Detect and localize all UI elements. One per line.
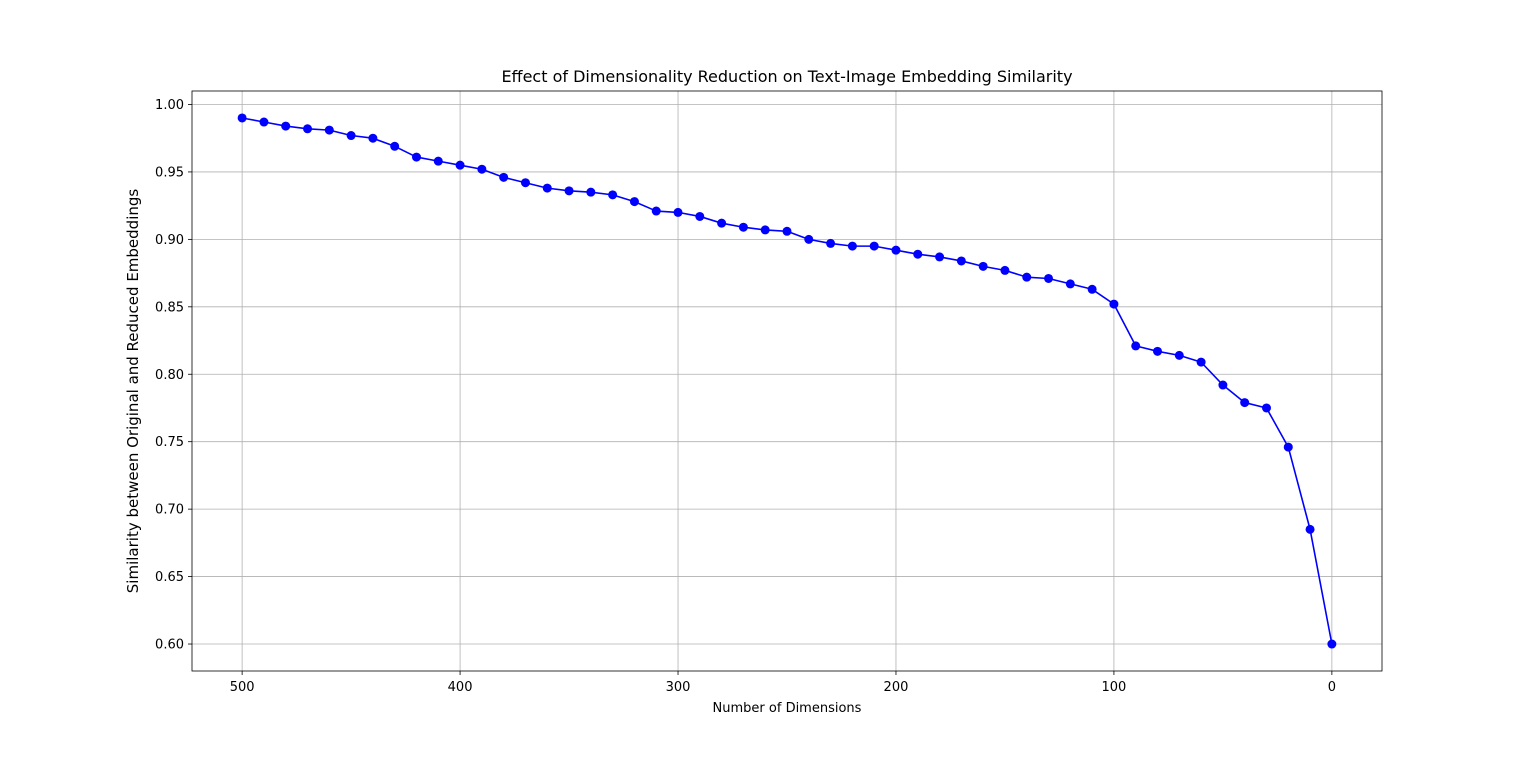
data-point <box>1261 403 1271 413</box>
y-tick-label: 0.70 <box>155 503 184 518</box>
data-point <box>804 234 814 244</box>
data-point <box>1022 272 1032 282</box>
y-tick-label: 0.65 <box>155 570 184 585</box>
x-tick-label: 200 <box>884 680 909 695</box>
data-point <box>651 206 661 216</box>
data-point <box>1240 398 1250 408</box>
series-line <box>241 117 1333 645</box>
data-point <box>237 113 247 123</box>
y-tick-label: 0.85 <box>155 300 184 315</box>
data-point <box>1044 273 1054 283</box>
y-tick-label: 0.75 <box>155 435 184 450</box>
data-point <box>433 156 443 166</box>
data-point <box>346 131 356 141</box>
data-point <box>1174 350 1184 360</box>
data-point <box>586 187 596 197</box>
y-tick-label: 1.00 <box>155 98 184 113</box>
x-tick-label: 500 <box>230 680 255 695</box>
data-point <box>1196 357 1206 367</box>
data-point <box>411 152 421 162</box>
data-point <box>1087 284 1097 294</box>
chart-title: Effect of Dimensionality Reduction on Te… <box>501 67 1072 86</box>
data-point <box>520 178 530 188</box>
data-point <box>1218 380 1228 390</box>
data-point <box>368 133 378 143</box>
data-point <box>978 261 988 271</box>
axes-frame <box>191 90 1383 672</box>
data-point <box>324 125 334 135</box>
data-point <box>1327 639 1337 649</box>
data-point <box>935 252 945 262</box>
data-point <box>782 226 792 236</box>
data-point <box>1000 265 1010 275</box>
data-point <box>956 256 966 266</box>
data-point <box>717 218 727 228</box>
data-point <box>1065 279 1075 289</box>
tick-layer: 500 400 300 200 100 0 1.00 0.95 0.90 0.85 0.80 0.75… <box>155 98 1336 695</box>
data-point <box>542 183 552 193</box>
y-axis-label: Similarity between Original and Reduced … <box>124 189 142 594</box>
data-point <box>1305 524 1315 534</box>
x-tick-label: 100 <box>1102 680 1127 695</box>
data-point <box>869 241 879 251</box>
data-point <box>455 160 465 170</box>
data-point <box>1283 442 1293 452</box>
data-point <box>673 207 683 217</box>
y-tick-label: 0.60 <box>155 638 184 653</box>
data-point <box>629 197 639 207</box>
data-point <box>826 238 836 248</box>
data-point <box>1131 341 1141 351</box>
data-point <box>760 225 770 235</box>
data-point <box>390 141 400 151</box>
grid-layer <box>192 91 1382 671</box>
x-tick-label: 400 <box>448 680 473 695</box>
data-point <box>608 190 618 200</box>
y-tick-label: 0.90 <box>155 233 184 248</box>
data-point <box>259 117 269 127</box>
series-layer <box>237 113 1337 649</box>
y-tick-label: 0.95 <box>155 165 184 180</box>
data-point <box>564 186 574 196</box>
data-point <box>1153 346 1163 356</box>
data-point <box>695 211 705 221</box>
data-point <box>303 124 313 134</box>
data-point <box>913 249 923 259</box>
x-tick-label: 300 <box>666 680 691 695</box>
x-axis-label: Number of Dimensions <box>713 701 862 716</box>
data-point <box>891 245 901 255</box>
data-point <box>738 222 748 232</box>
data-point <box>847 241 857 251</box>
data-point <box>1109 299 1119 309</box>
y-tick-label: 0.80 <box>155 368 184 383</box>
data-point <box>499 172 509 182</box>
plot-frame <box>191 90 1383 672</box>
x-tick-label: 0 <box>1328 680 1336 695</box>
data-point <box>281 121 291 131</box>
data-point <box>477 164 487 174</box>
